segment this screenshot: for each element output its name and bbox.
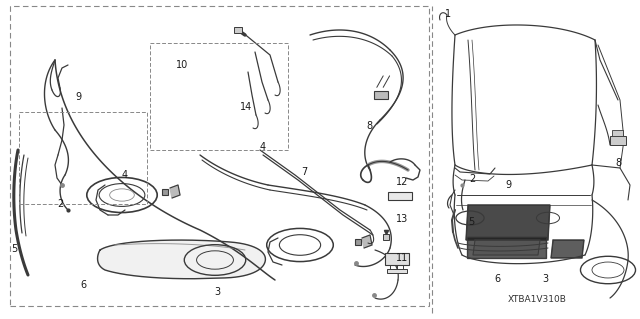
Bar [10,6,429,306]
Bar [385,253,410,265]
Text: 5: 5 [11,244,17,254]
Text: 10: 10 [176,60,189,70]
Bar [388,192,412,200]
Text: 9: 9 [506,180,512,190]
Polygon shape [466,205,550,240]
Bar [374,91,388,99]
Text: 4: 4 [259,142,266,152]
Polygon shape [362,235,372,248]
Polygon shape [97,240,266,279]
Text: 4: 4 [122,170,128,181]
Text: 8: 8 [616,158,622,168]
Text: 9: 9 [75,92,81,102]
Text: 6: 6 [495,274,501,284]
Polygon shape [551,240,584,258]
Text: 3: 3 [214,287,221,297]
Text: 6: 6 [80,279,86,290]
Text: XTBA1V310B: XTBA1V310B [508,295,567,304]
Text: 3: 3 [542,274,548,284]
Text: 12: 12 [396,177,408,187]
Text: 2: 2 [469,174,476,184]
Polygon shape [467,237,546,258]
Text: 8: 8 [366,121,372,131]
Text: 13: 13 [396,213,408,224]
Text: 1: 1 [445,9,451,19]
Bar [610,136,626,145]
Bar [150,43,288,150]
Text: 11: 11 [396,253,408,263]
Bar [234,27,242,33]
Text: 5: 5 [468,217,475,227]
Text: 7: 7 [301,167,307,177]
Polygon shape [473,240,540,255]
Text: 14: 14 [240,102,253,112]
Bar [387,269,408,273]
Bar [19,112,147,204]
Text: 2: 2 [58,199,64,209]
Polygon shape [170,185,180,198]
Bar [612,130,623,136]
